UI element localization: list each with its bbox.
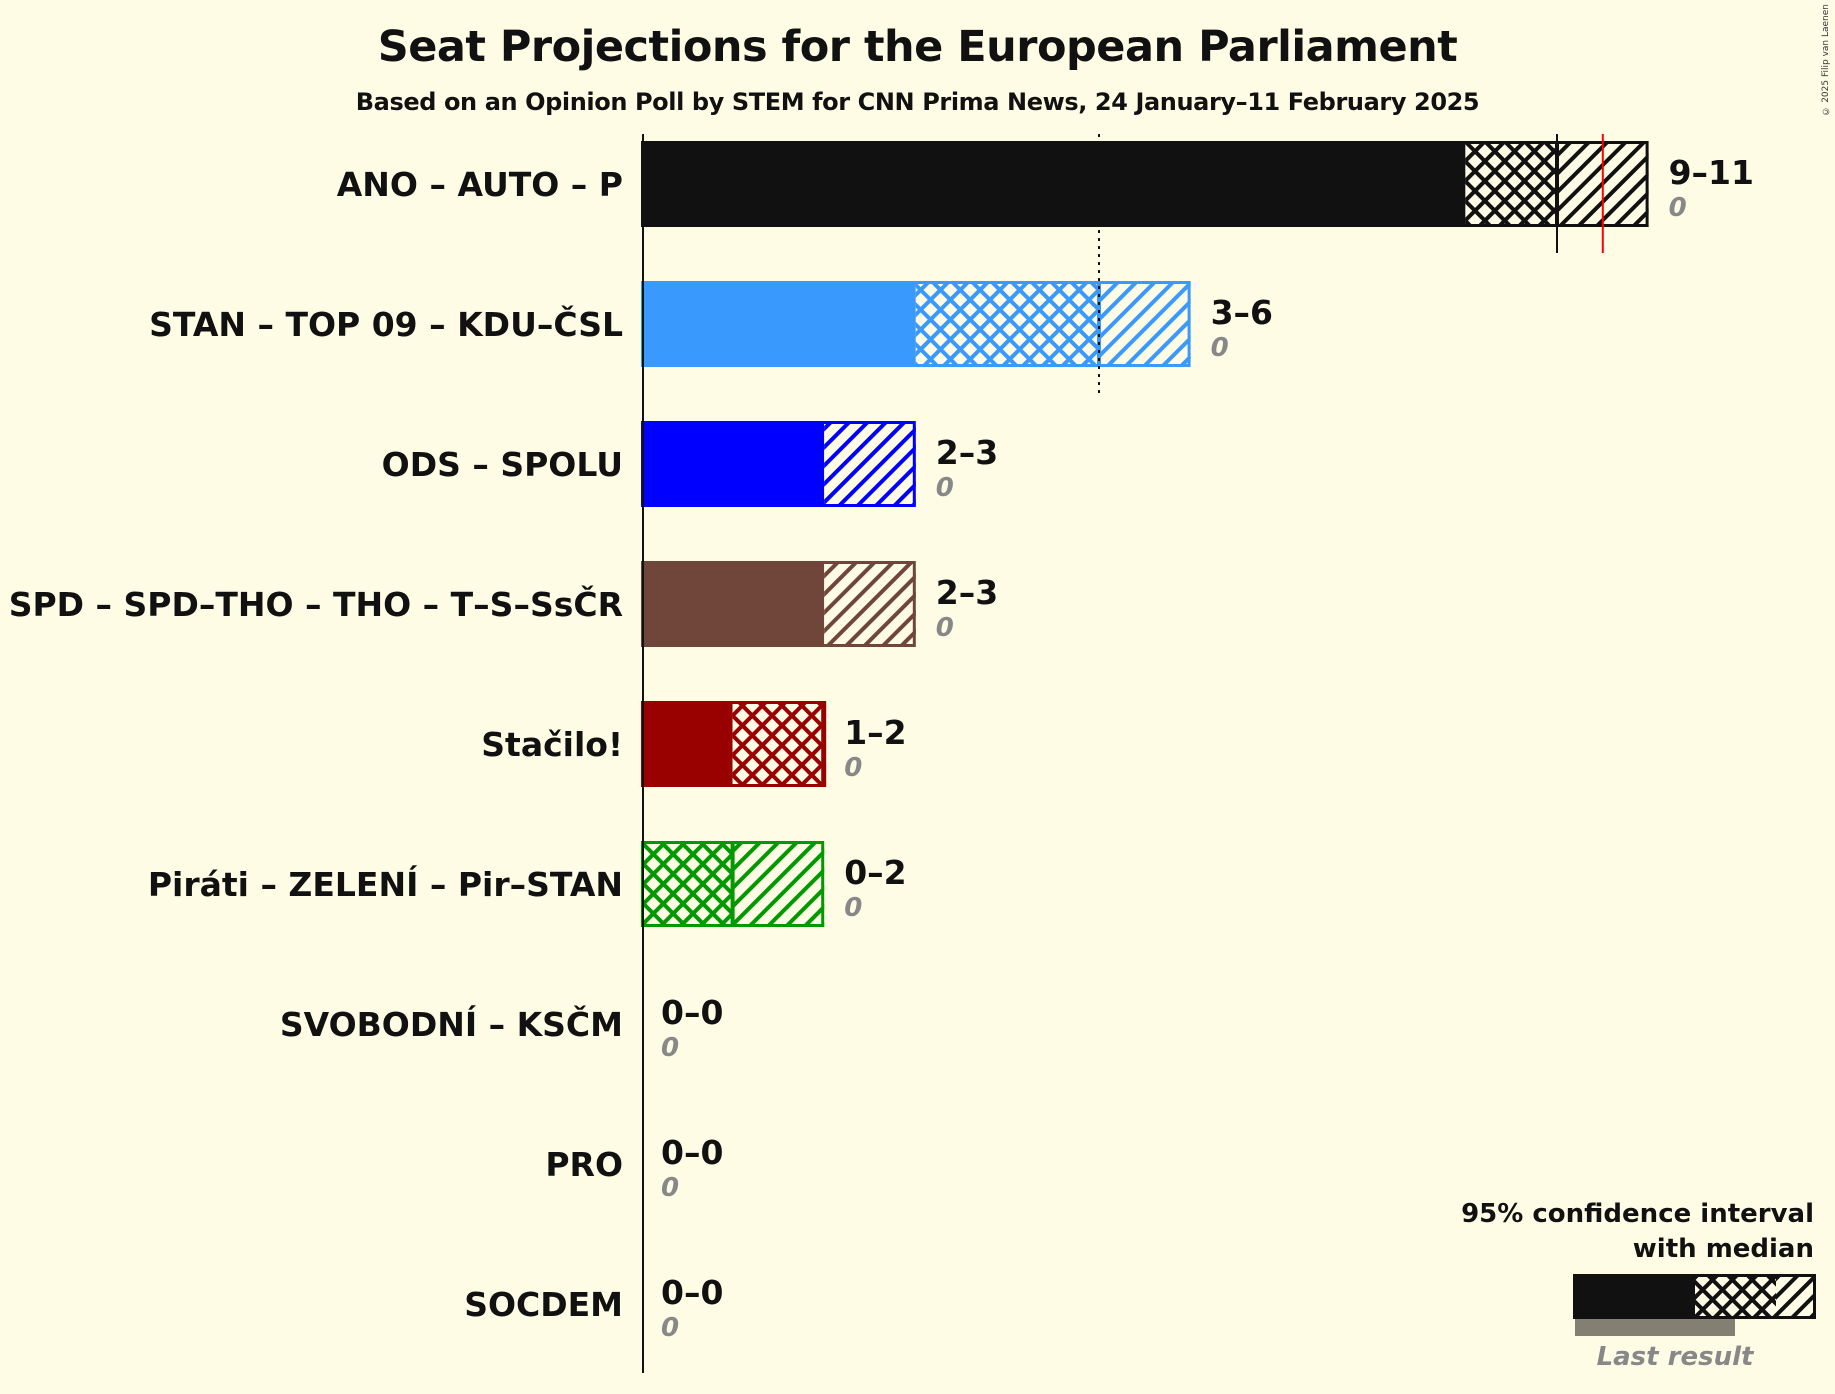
seat-range-label: 9–11 [1669,153,1754,192]
last-result-label: 0 [1669,193,1687,223]
bar-row [641,841,825,927]
legend-title-line2: with median [1633,1234,1814,1264]
seat-range-label: 0–0 [661,1273,723,1312]
last-result-label: 0 [1211,333,1229,363]
seat-range-label: 0–0 [661,1133,723,1172]
bar-diagonal-segment [824,421,916,507]
seat-range-label: 2–3 [936,433,998,472]
party-label: PRO [545,1145,623,1184]
party-label: Piráti – ZELENÍ – Pir–STAN [148,864,623,904]
chart-subtitle: Based on an Opinion Poll by STEM for CNN… [355,88,1480,116]
bar-row [641,561,916,647]
bar-solid-segment [641,141,1466,227]
party-label: SPD – SPD–THO – THO – T–S–SsČR [9,584,623,624]
bars-group [641,141,1649,927]
bar-row [641,701,827,787]
reference-lines [1098,134,1604,393]
legend-diagonal-segment [1776,1274,1816,1319]
party-label: ODS – SPOLU [382,445,623,484]
last-result-label: 0 [661,1173,679,1203]
seat-range-label: 1–2 [844,713,906,752]
legend-last-result-label: Last result [1597,1342,1755,1372]
bar-row [641,281,1191,367]
last-result-label: 0 [844,753,862,783]
seat-range-label: 2–3 [936,573,998,612]
legend: 95% confidence interval with median Last… [1461,1199,1816,1372]
bar-crosshatch-segment [732,701,825,787]
bar-diagonal-segment [1099,281,1191,367]
bar-row [641,421,916,507]
bar-solid-segment [641,561,825,647]
party-label: SOCDEM [464,1285,623,1324]
bar-solid-segment [641,281,916,367]
last-result-label: 0 [844,893,862,923]
seat-range-label: 0–0 [661,993,723,1032]
bar-solid-segment [641,701,733,787]
bar-crosshatch-segment [915,281,1099,367]
legend-title-line1: 95% confidence interval [1461,1199,1814,1229]
legend-bar-outline [1573,1274,1816,1319]
last-result-label: 0 [936,613,954,643]
bar-crosshatch-segment [641,841,733,927]
bar-solid-segment [641,421,825,507]
seat-range-label: 3–6 [1211,293,1273,332]
party-label: SVOBODNÍ – KSČM [280,1004,623,1044]
legend-last-result-bar [1575,1319,1735,1336]
bar-crosshatch-segment [1465,141,1557,227]
last-result-label: 0 [936,473,954,503]
bar-diagonal-segment [732,841,825,927]
seat-range-label: 0–2 [844,853,906,892]
legend-solid-segment [1573,1274,1695,1319]
chart-title: Seat Projections for the European Parlia… [377,22,1458,72]
party-label: Stačilo! [481,725,623,764]
bar-diagonal-segment [824,561,916,647]
bar-row [641,141,1649,227]
party-label: STAN – TOP 09 – KDU–ČSL [149,304,623,344]
last-result-label: 0 [661,1313,679,1343]
legend-crosshatch-segment [1695,1274,1776,1319]
last-result-label: 0 [661,1033,679,1063]
party-label: ANO – AUTO – P [337,165,623,204]
